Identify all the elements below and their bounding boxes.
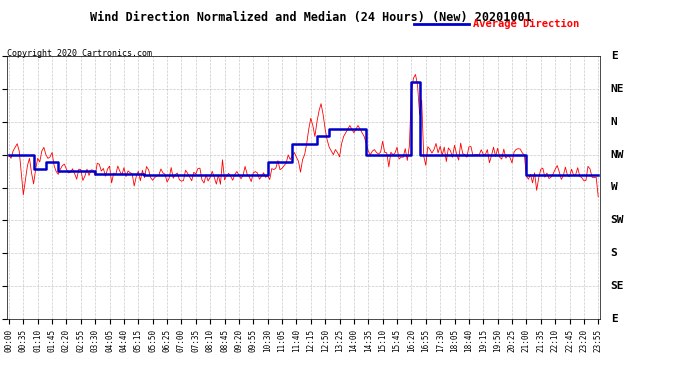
Text: N: N bbox=[611, 117, 618, 127]
Text: SW: SW bbox=[611, 215, 624, 225]
Text: W: W bbox=[611, 183, 618, 192]
Text: S: S bbox=[611, 248, 618, 258]
Text: Wind Direction Normalized and Median (24 Hours) (New) 20201001: Wind Direction Normalized and Median (24… bbox=[90, 11, 531, 24]
Text: NW: NW bbox=[611, 150, 624, 160]
Text: NE: NE bbox=[611, 84, 624, 94]
Text: SE: SE bbox=[611, 281, 624, 291]
Text: E: E bbox=[611, 314, 618, 324]
Text: Copyright 2020 Cartronics.com: Copyright 2020 Cartronics.com bbox=[7, 49, 152, 58]
Text: Average Direction: Average Direction bbox=[473, 20, 579, 29]
Text: E: E bbox=[611, 51, 618, 61]
